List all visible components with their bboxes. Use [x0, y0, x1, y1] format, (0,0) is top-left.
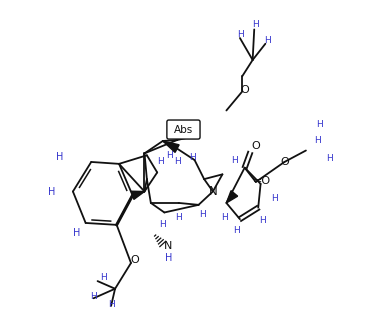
Text: O: O: [280, 157, 289, 167]
Text: H: H: [157, 157, 164, 166]
Polygon shape: [163, 141, 179, 152]
Text: H: H: [259, 216, 266, 225]
Text: H: H: [56, 152, 63, 162]
Text: O: O: [130, 255, 139, 265]
Text: =O: =O: [253, 176, 271, 186]
Polygon shape: [227, 191, 238, 203]
Text: H: H: [199, 210, 206, 219]
Text: H: H: [90, 292, 97, 301]
Text: N: N: [164, 241, 173, 251]
Text: H: H: [316, 120, 323, 129]
Text: H: H: [327, 154, 333, 163]
Text: H: H: [108, 300, 115, 309]
Text: H: H: [48, 186, 55, 196]
Text: H: H: [252, 20, 259, 29]
Text: H: H: [167, 151, 173, 160]
Text: H: H: [100, 273, 107, 282]
Polygon shape: [131, 191, 144, 199]
Text: H: H: [237, 30, 244, 39]
FancyBboxPatch shape: [167, 120, 200, 139]
Text: H: H: [271, 194, 278, 203]
Text: O: O: [251, 141, 260, 151]
Text: N: N: [208, 185, 217, 198]
Text: Abs: Abs: [174, 125, 193, 135]
Text: H: H: [264, 36, 271, 45]
Text: H: H: [189, 153, 196, 162]
Text: H: H: [159, 220, 166, 229]
Text: H: H: [174, 157, 181, 166]
Text: O: O: [240, 84, 249, 94]
Text: H: H: [166, 253, 173, 263]
Text: H: H: [73, 228, 81, 239]
Text: H: H: [315, 137, 321, 146]
Text: H: H: [231, 156, 238, 165]
Text: H: H: [234, 226, 240, 235]
Text: H: H: [221, 213, 227, 222]
Text: H: H: [175, 213, 182, 222]
